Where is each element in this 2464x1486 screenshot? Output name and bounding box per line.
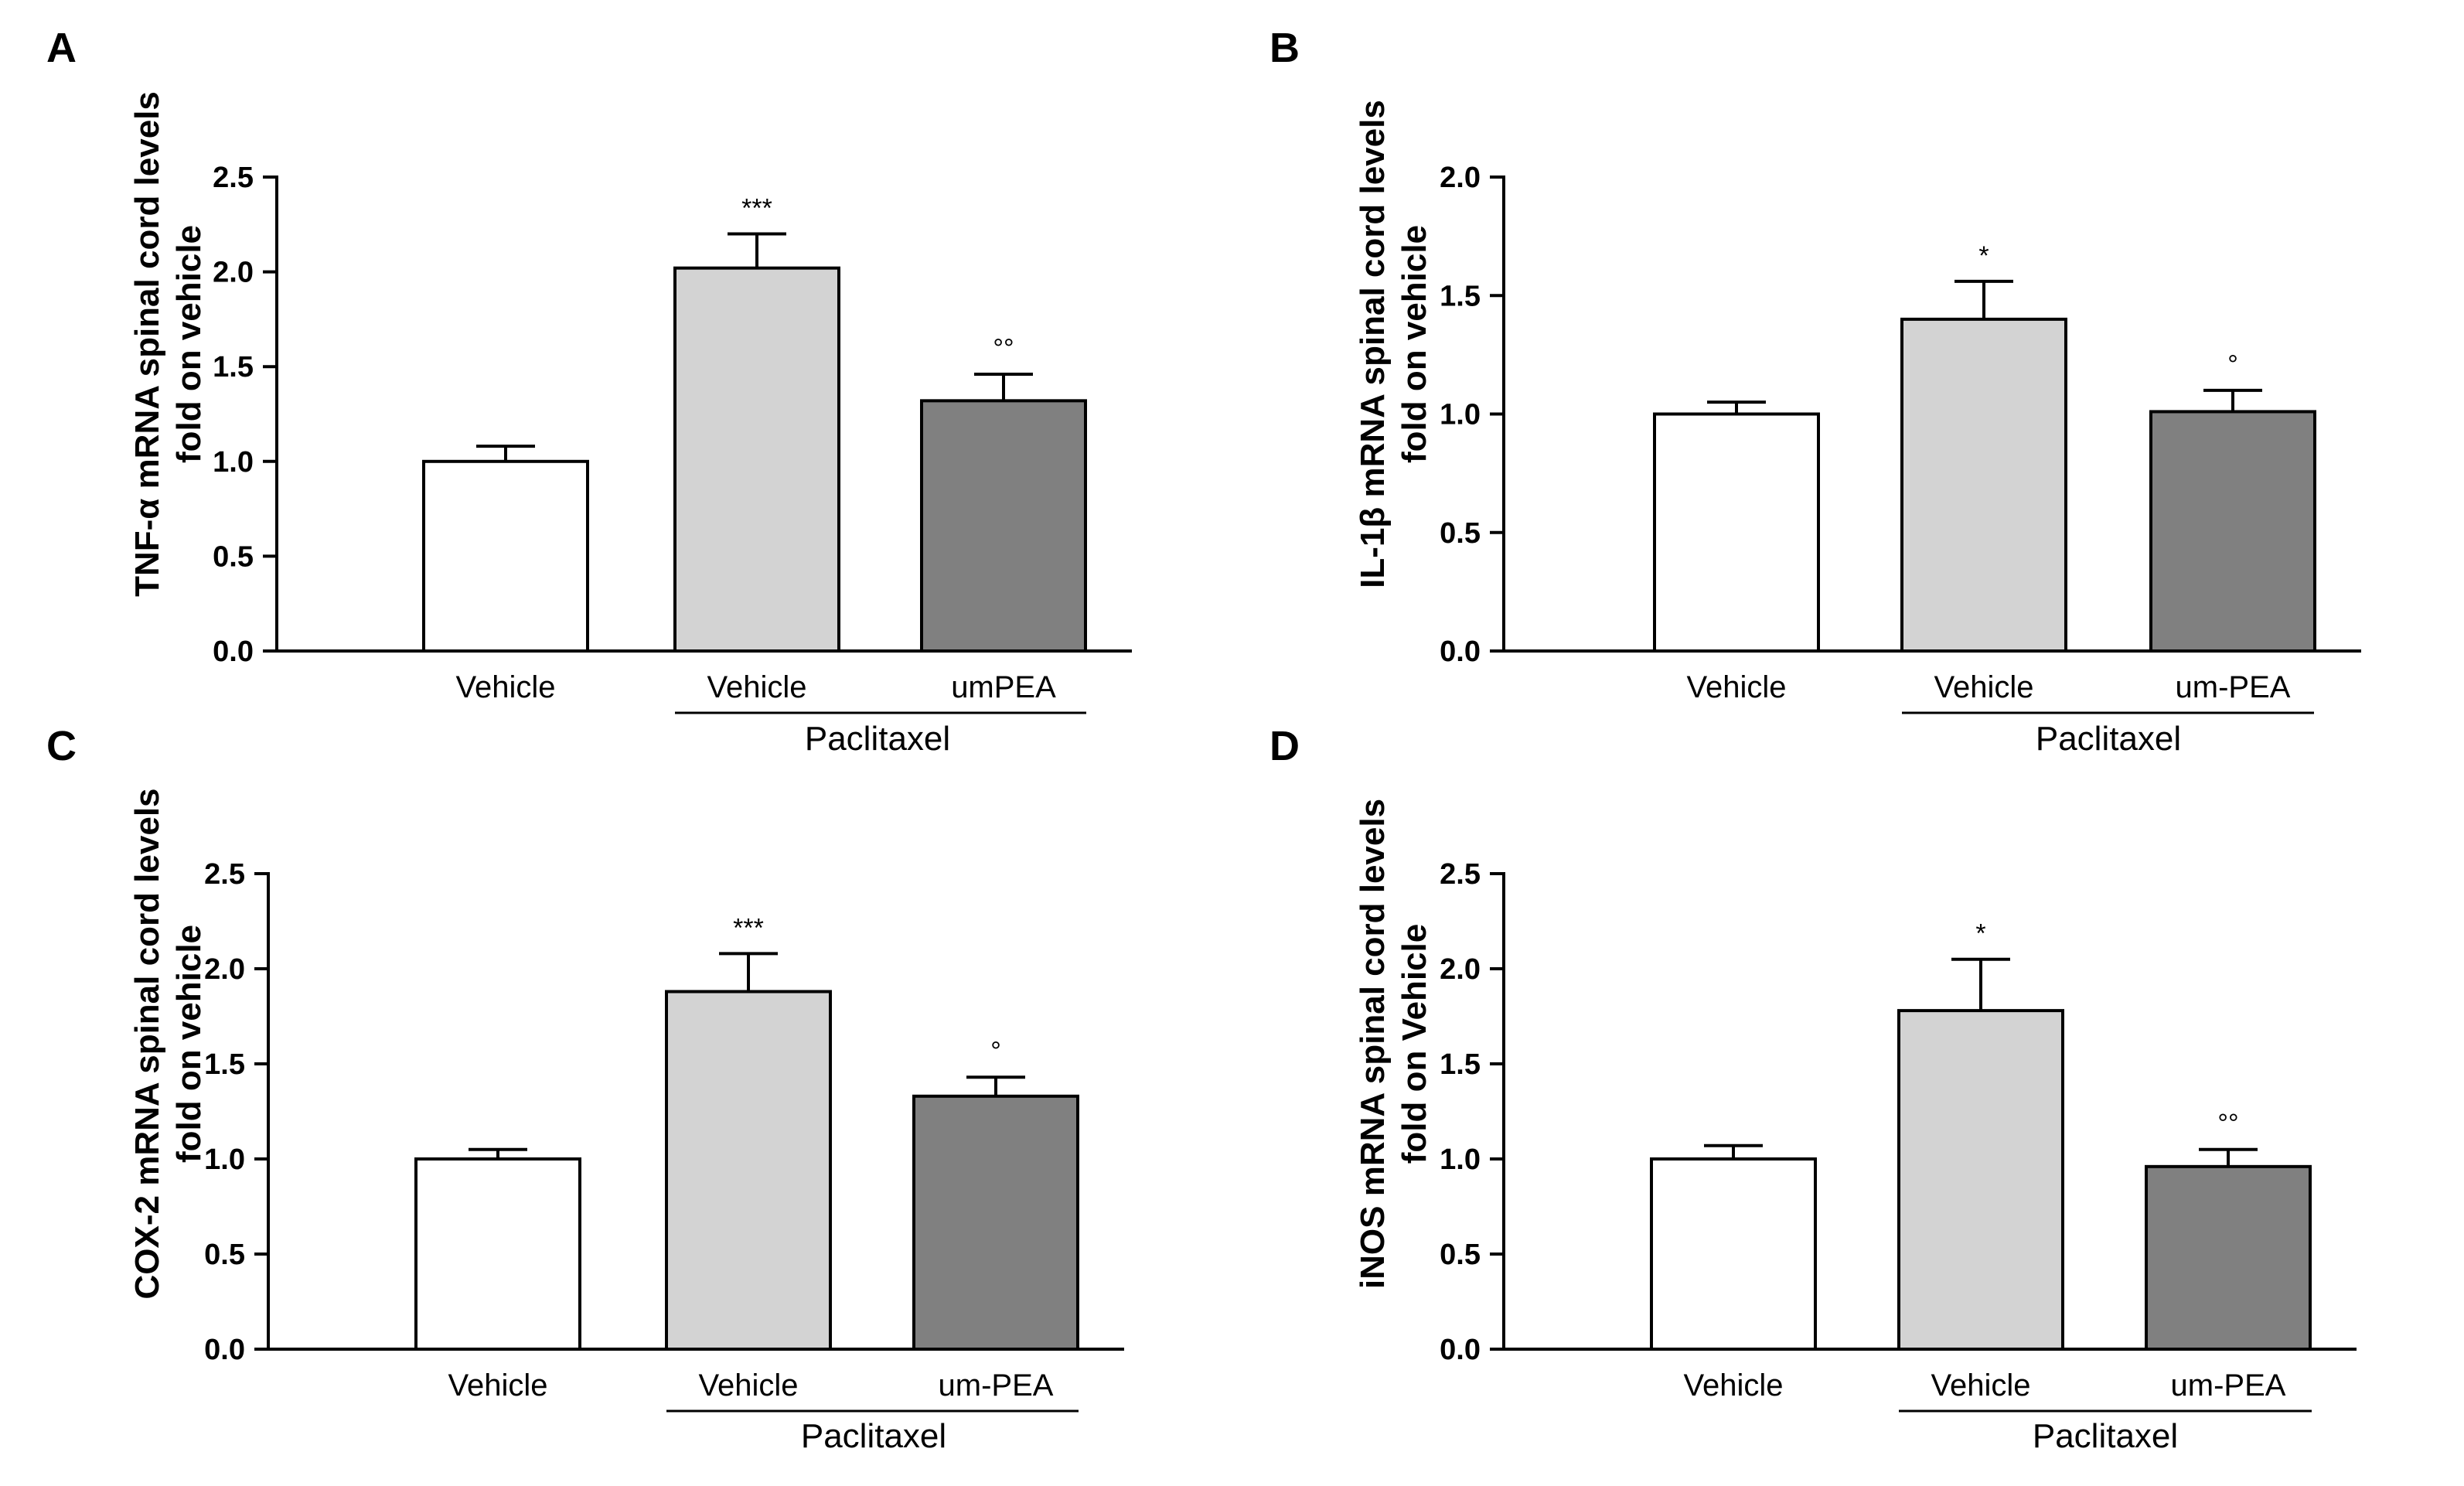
- significance-marker: *: [1975, 919, 1985, 949]
- y-tick-label: 2.5: [204, 858, 245, 891]
- y-tick-label: 2.0: [213, 257, 254, 289]
- y-axis-label-line: fold on vehicle: [170, 225, 208, 463]
- y-axis-label: IL-1β mRNA spinal cord levels fold on veh…: [1354, 100, 1433, 588]
- significance-marker: °°: [993, 334, 1014, 363]
- x-category-label: um-PEA: [939, 1368, 1054, 1402]
- y-axis-label-line: IL-1β mRNA spinal cord levels: [1354, 100, 1392, 588]
- x-category-label: Vehicle: [448, 1368, 548, 1402]
- significance-marker: °°: [2217, 1109, 2238, 1139]
- y-tick-label: 2.0: [204, 953, 245, 986]
- y-tick-label: 1.5: [1440, 1048, 1481, 1081]
- significance-marker: °: [2227, 350, 2238, 380]
- group-label: Paclitaxel: [2036, 720, 2181, 758]
- chart-panel-b: B IL-1β mRNA spinal cord levels fold on ve…: [1269, 25, 2361, 758]
- x-category-label: Vehicle: [1684, 1368, 1784, 1402]
- y-axis-label: COX-2 mRNA spinal cord levels fold on veh…: [128, 788, 208, 1299]
- y-tick-label: 1.0: [204, 1143, 245, 1176]
- x-category-label: Vehicle: [1687, 670, 1787, 704]
- bar: [665, 990, 832, 1351]
- panel-letter: D: [1269, 723, 1300, 769]
- y-tick-label: 2.0: [1440, 953, 1481, 986]
- x-category-label: Vehicle: [707, 670, 807, 704]
- panel-letter: C: [46, 723, 77, 769]
- bar: [1897, 1009, 2064, 1351]
- chart-panel-a: A TNF-α mRNA spinal cord levels fold on ve…: [46, 25, 1132, 758]
- bar: [2145, 1164, 2312, 1351]
- group-label: Paclitaxel: [805, 720, 950, 758]
- y-tick-label: 1.0: [1440, 1143, 1481, 1176]
- y-axis-label: iNOS mRNA spinal cord levels fold on Vehi…: [1354, 799, 1433, 1289]
- y-tick-label: 0.5: [204, 1239, 245, 1271]
- y-tick-label: 2.5: [213, 162, 254, 194]
- y-tick-label: 1.5: [204, 1048, 245, 1081]
- x-category-label: umPEA: [951, 670, 1056, 704]
- y-tick-label: 0.0: [213, 636, 254, 668]
- y-tick-label: 2.5: [1440, 858, 1481, 891]
- group-label: Paclitaxel: [2033, 1417, 2178, 1455]
- y-tick-label: 2.0: [1440, 162, 1481, 194]
- y-axis-label-line: COX-2 mRNA spinal cord levels: [128, 788, 166, 1299]
- y-axis-label-line: fold on vehicle: [1396, 225, 1433, 463]
- y-axis-label-line: fold on vehicle: [170, 925, 208, 1163]
- bar: [912, 1094, 1079, 1351]
- significance-marker: ***: [733, 913, 764, 942]
- group-label: Paclitaxel: [801, 1417, 946, 1455]
- panel-letter: B: [1269, 25, 1300, 71]
- bar: [414, 1157, 581, 1351]
- y-tick-label: 0.5: [1440, 517, 1481, 550]
- panel-letter: A: [46, 25, 77, 71]
- bar: [422, 459, 589, 653]
- x-category-label: um-PEA: [2171, 1368, 2286, 1402]
- x-category-label: Vehicle: [1931, 1368, 2031, 1402]
- y-tick-label: 0.0: [1440, 1334, 1481, 1366]
- x-category-label: Vehicle: [456, 670, 556, 704]
- bar: [920, 399, 1087, 653]
- bar: [2149, 410, 2316, 653]
- y-tick-label: 0.0: [204, 1334, 245, 1366]
- y-axis-label-line: TNF-α mRNA spinal cord levels: [128, 91, 166, 597]
- y-axis-label-line: fold on Vehicle: [1396, 924, 1433, 1164]
- bar: [1900, 317, 2067, 653]
- bar: [1650, 1157, 1817, 1351]
- y-tick-label: 0.5: [213, 540, 254, 573]
- y-tick-label: 0.0: [1440, 636, 1481, 668]
- bar: [673, 266, 840, 653]
- x-category-label: Vehicle: [1934, 670, 2034, 704]
- y-tick-label: 1.5: [213, 351, 254, 383]
- x-category-label: um-PEA: [2176, 670, 2291, 704]
- significance-marker: °: [990, 1037, 1001, 1066]
- x-category-label: Vehicle: [699, 1368, 799, 1402]
- y-tick-label: 1.0: [1440, 399, 1481, 431]
- y-axis-label-line: iNOS mRNA spinal cord levels: [1354, 799, 1392, 1289]
- y-tick-label: 0.5: [1440, 1239, 1481, 1271]
- y-tick-label: 1.5: [1440, 280, 1481, 312]
- y-tick-label: 1.0: [213, 446, 254, 479]
- significance-marker: ***: [741, 194, 772, 223]
- significance-marker: *: [1978, 241, 1989, 271]
- y-axis-label: TNF-α mRNA spinal cord levels fold on veh…: [128, 91, 208, 597]
- bar: [1653, 412, 1820, 653]
- chart-panel-c: C COX-2 mRNA spinal cord levels fold on ve…: [46, 723, 1124, 1455]
